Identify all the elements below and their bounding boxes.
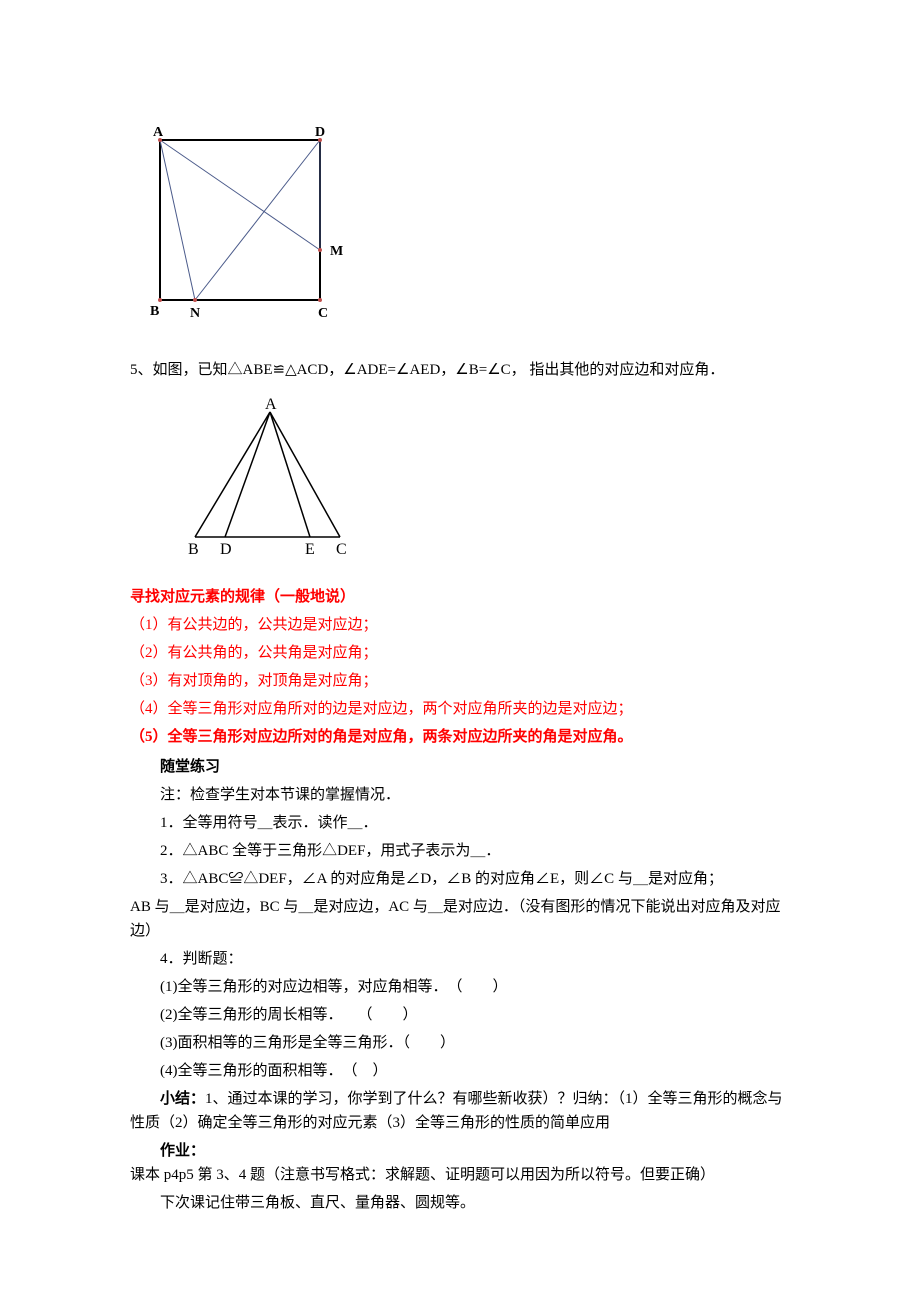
fig1-label-M: M [330, 244, 343, 259]
fig2-label-C: C [336, 541, 347, 558]
figure1-svg: A D M B N C [140, 120, 370, 320]
homework-block: 作业： 课本 p4p5 第 3、4 题（注意书写格式：求解题、证明题可以用因为所以… [130, 1139, 790, 1187]
rule-4: （4）全等三角形对应角所对的边是对应边，两个对应角所夹的边是对应边； [130, 697, 790, 721]
summary-label: 小结： [160, 1091, 205, 1107]
rule-3: （3）有对顶角的，对顶角是对应角； [130, 669, 790, 693]
fig2-label-E: E [305, 541, 315, 558]
figure-square-triangles: A D M B N C [140, 120, 790, 328]
summary-block: 小结：1、通过本课的学习，你学到了什么？有哪些新收获）？归纳：（1）全等三角形的… [130, 1087, 790, 1135]
document-page: A D M B N C 5、如图，已知△ABE≌△ACD，∠ADE=∠AED，∠… [0, 0, 920, 1279]
fig2-label-A: A [265, 397, 277, 413]
practice-note: 注：检查学生对本节课的掌握情况． [130, 783, 790, 807]
figure2-svg: A B D E C [170, 397, 370, 562]
practice-q2: 2．△ABC 全等于三角形△DEF，用式子表示为＿． [130, 839, 790, 863]
rule-1: （1）有公共边的，公共边是对应边； [130, 613, 790, 637]
practice-q1: 1．全等用符号＿表示．读作＿． [130, 811, 790, 835]
practice-q3-line1: 3．△ABC≌△DEF，∠A 的对应角是∠D，∠B 的对应角∠E，则∠C 与＿是… [130, 867, 790, 891]
practice-q4-4: (4)全等三角形的面积相等． （ ） [130, 1059, 790, 1083]
practice-title: 随堂练习 [130, 755, 790, 779]
fig1-label-N: N [190, 306, 200, 320]
practice-q3-line2: AB 与＿是对应边，BC 与＿是对应边，AC 与＿是对应边．（没有图形的情况下能… [130, 895, 790, 943]
homework-text: 课本 p4p5 第 3、4 题（注意书写格式：求解题、证明题可以用因为所以符号。… [130, 1167, 715, 1183]
rule-5: （5）全等三角形对应边所对的角是对应角，两条对应边所夹的角是对应角。 [130, 725, 790, 749]
homework-label: 作业： [160, 1143, 205, 1159]
fig1-label-D: D [315, 125, 325, 140]
figure-isoceles-triangles: A B D E C [170, 397, 790, 570]
practice-q4-3: (3)面积相等的三角形是全等三角形．（ ） [130, 1031, 790, 1055]
fig1-label-A: A [153, 125, 164, 140]
practice-q4-title: 4．判断题： [130, 947, 790, 971]
summary-text: 1、通过本课的学习，你学到了什么？有哪些新收获）？归纳：（1）全等三角形的概念与… [130, 1091, 783, 1131]
practice-q4-2: (2)全等三角形的周长相等． （ ） [130, 1003, 790, 1027]
question-5: 5、如图，已知△ABE≌△ACD，∠ADE=∠AED，∠B=∠C， 指出其他的对… [130, 358, 790, 382]
fig2-label-D: D [220, 541, 232, 558]
next-class-note: 下次课记住带三角板、直尺、量角器、圆规等。 [130, 1191, 790, 1215]
practice-q4-1: (1)全等三角形的对应边相等，对应角相等． （ ） [130, 975, 790, 999]
rule-2: （2）有公共角的，公共角是对应角； [130, 641, 790, 665]
fig1-label-C: C [318, 306, 328, 320]
fig2-label-B: B [188, 541, 199, 558]
fig1-label-B: B [150, 304, 159, 319]
rules-title: 寻找对应元素的规律（一般地说） [130, 585, 790, 609]
